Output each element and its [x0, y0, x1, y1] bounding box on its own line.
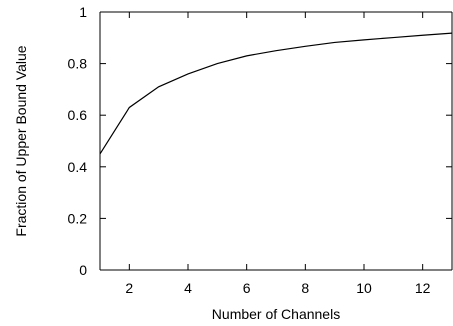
- x-axis-label: Number of Channels: [212, 306, 340, 322]
- y-tick-label: 0.6: [68, 107, 88, 123]
- x-tick-label: 6: [243, 280, 251, 296]
- plot-frame: [99, 11, 453, 271]
- y-tick-label: 0: [79, 262, 87, 278]
- x-tick-label: 4: [184, 280, 192, 296]
- y-tick-label: 0.8: [68, 56, 88, 72]
- series-line: [99, 32, 453, 155]
- x-tick-label: 10: [356, 280, 372, 296]
- y-tick-label: 0.4: [68, 159, 88, 175]
- x-tick-label: 2: [125, 280, 133, 296]
- ticks: 2 4 6 8 10 12 0 0.2 0.4 0.6 0.8 1: [68, 4, 452, 296]
- y-tick-label: 1: [79, 4, 87, 20]
- x-tick-label: 8: [301, 280, 309, 296]
- x-tick-label: 12: [415, 280, 431, 296]
- y-axis-label: Fraction of Upper Bound Value: [13, 45, 29, 236]
- y-tick-label: 0.2: [68, 210, 88, 226]
- series-layer: [99, 32, 453, 155]
